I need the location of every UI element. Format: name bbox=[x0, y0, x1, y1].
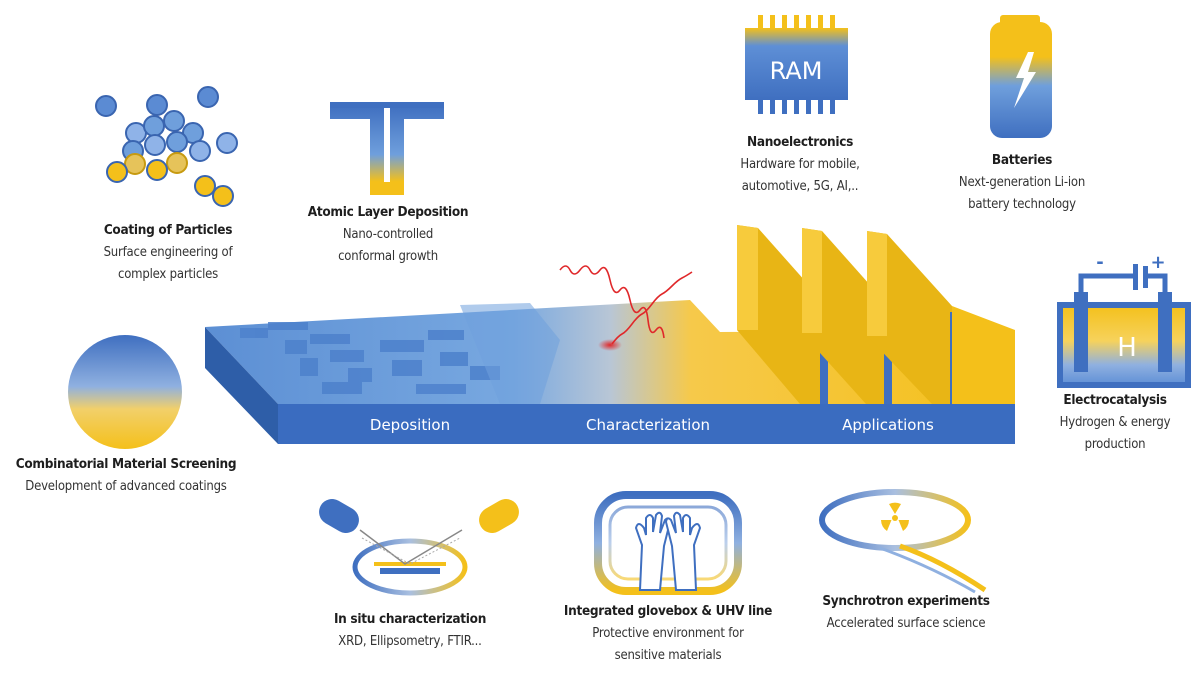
xray-wave bbox=[559, 265, 693, 351]
application-fins bbox=[737, 225, 1015, 404]
radiation-icon bbox=[881, 502, 909, 531]
glovebox-title: Integrated glovebox & UHV line bbox=[563, 603, 773, 619]
glovebox-icon bbox=[594, 491, 742, 595]
ald-desc-2: conformal growth bbox=[338, 249, 438, 264]
ram-chip-icon: RAM bbox=[745, 15, 848, 114]
battery-icon bbox=[990, 15, 1052, 138]
label-ald: Atomic Layer Deposition Nano-controlled … bbox=[288, 204, 488, 268]
electro-desc-2: production bbox=[1084, 437, 1146, 452]
electrolysis-cell-icon: - + H bbox=[1057, 252, 1191, 388]
substrate-slab: Deposition Characterization Applications bbox=[205, 225, 1015, 444]
nano-title: Nanoelectronics bbox=[746, 134, 854, 150]
label-coating-of-particles: Coating of Particles Surface engineering… bbox=[68, 222, 268, 286]
deposition-texture bbox=[240, 322, 500, 394]
in-situ-icon bbox=[319, 499, 519, 596]
synchrotron-desc-1: Accelerated surface science bbox=[826, 616, 986, 631]
lightning-bolt bbox=[1014, 52, 1036, 108]
glovebox-desc-2: sensitive materials bbox=[614, 648, 722, 663]
nano-desc-2: automotive, 5G, AI,.. bbox=[741, 179, 859, 194]
slab-left-face bbox=[205, 327, 278, 444]
synchrotron-ring-icon bbox=[819, 489, 987, 594]
electro-minus: - bbox=[1096, 252, 1103, 273]
gradient-circle-icon bbox=[68, 335, 182, 449]
label-glovebox: Integrated glovebox & UHV line Protectiv… bbox=[558, 603, 778, 667]
synchrotron-title: Synchrotron experiments bbox=[822, 593, 990, 609]
nano-desc-1: Hardware for mobile, bbox=[740, 157, 860, 172]
slab-front-face bbox=[278, 404, 1015, 444]
insitu-title: In situ characterization bbox=[333, 611, 487, 627]
band-label-applications: Applications bbox=[842, 416, 934, 434]
detector-capsule bbox=[479, 499, 519, 533]
electro-h-letter: H bbox=[1117, 333, 1137, 363]
label-synchrotron: Synchrotron experiments Accelerated surf… bbox=[806, 593, 1006, 635]
glove-hands bbox=[634, 511, 702, 591]
band-label-characterization: Characterization bbox=[586, 416, 710, 434]
glovebox-desc-1: Protective environment for bbox=[592, 626, 744, 641]
ald-trench-icon bbox=[330, 102, 444, 195]
electro-desc-1: Hydrogen & energy bbox=[1059, 415, 1171, 430]
ram-label: RAM bbox=[770, 57, 823, 85]
coating-title: Coating of Particles bbox=[103, 222, 233, 238]
batteries-desc-2: battery technology bbox=[968, 197, 1076, 212]
label-in-situ: In situ characterization XRD, Ellipsomet… bbox=[320, 611, 500, 653]
electro-plus: + bbox=[1150, 252, 1165, 273]
insitu-desc-1: XRD, Ellipsometry, FTIR... bbox=[338, 634, 482, 649]
combinatorial-title: Combinatorial Material Screening bbox=[15, 456, 237, 472]
batteries-desc-1: Next-generation Li-ion bbox=[958, 175, 1086, 190]
combinatorial-desc-1: Development of advanced coatings bbox=[25, 479, 227, 494]
label-nanoelectronics: Nanoelectronics Hardware for mobile, aut… bbox=[700, 134, 900, 198]
coating-desc-1: Surface engineering of bbox=[103, 245, 233, 260]
batteries-title: Batteries bbox=[991, 152, 1053, 168]
band-label-deposition: Deposition bbox=[370, 416, 450, 434]
source-capsule bbox=[319, 499, 359, 533]
label-electrocatalysis: Electrocatalysis Hydrogen & energy produ… bbox=[1040, 392, 1190, 456]
ald-desc-1: Nano-controlled bbox=[342, 227, 434, 242]
label-batteries: Batteries Next-generation Li-ion battery… bbox=[922, 152, 1122, 216]
electro-title: Electrocatalysis bbox=[1063, 392, 1167, 408]
ald-title: Atomic Layer Deposition bbox=[307, 204, 469, 220]
label-combinatorial: Combinatorial Material Screening Develop… bbox=[0, 456, 252, 498]
coating-desc-2: complex particles bbox=[117, 267, 219, 282]
particles-icon bbox=[95, 86, 238, 207]
